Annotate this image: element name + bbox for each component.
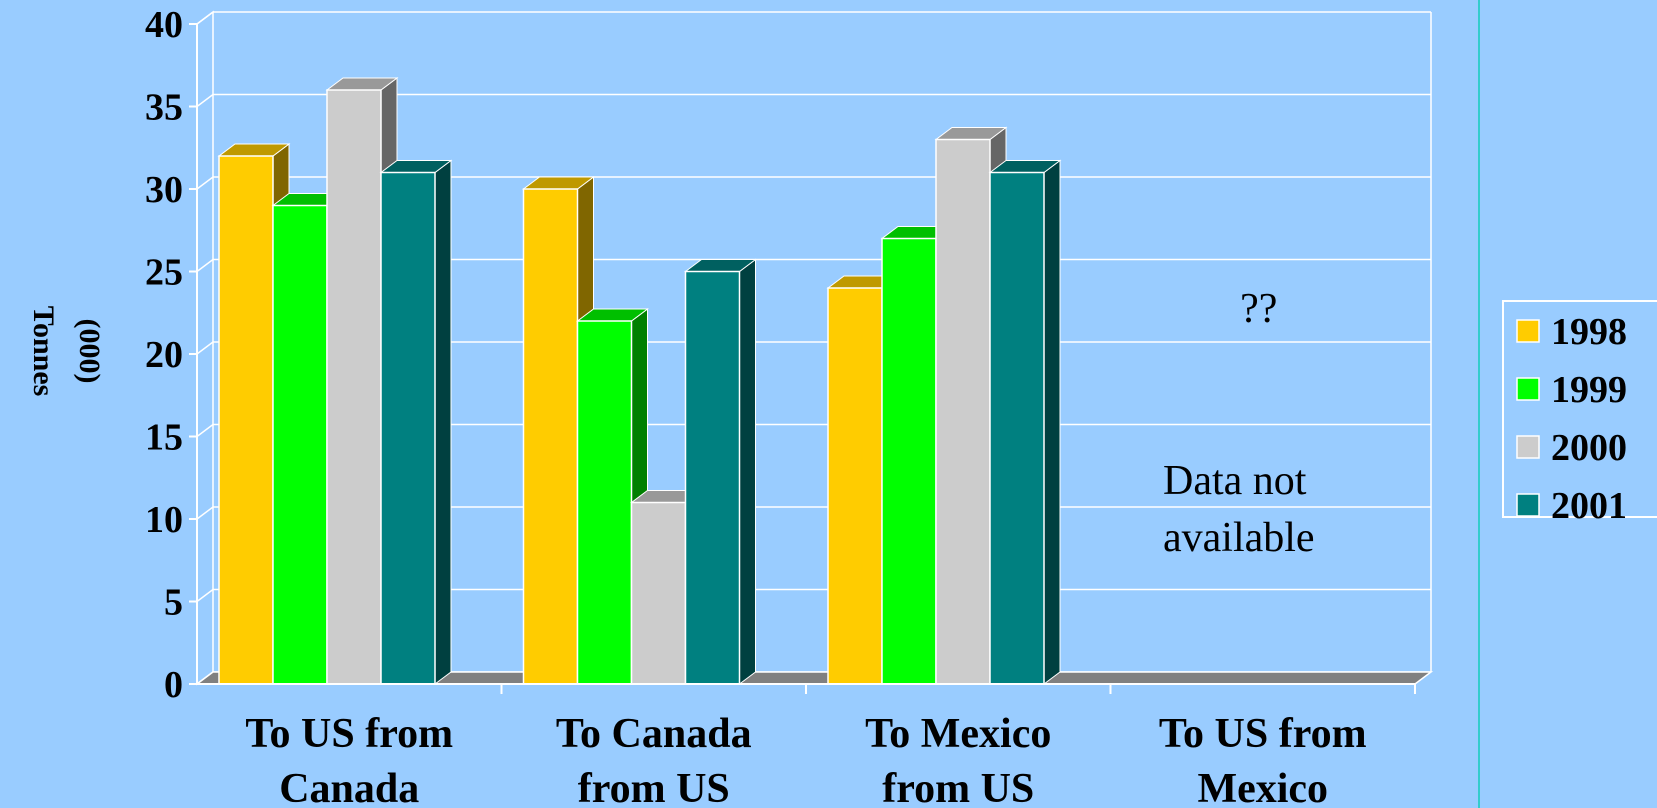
annotation-question: ?? [1240, 286, 1277, 332]
y-axis-label: (000) [73, 319, 106, 384]
legend-label-2000: 2000 [1551, 427, 1627, 469]
side-gridline [196, 93, 214, 108]
bar-front [881, 237, 937, 685]
y-tick-label: 15 [145, 417, 183, 459]
x-category-label: To Mexico [865, 711, 1051, 757]
side-gridline [196, 423, 214, 438]
bar-front [827, 287, 883, 685]
annotation-not-available: Data not [1163, 458, 1307, 504]
x-category-label: from US [882, 766, 1034, 808]
bar-front [989, 171, 1045, 685]
side-gridline [196, 176, 214, 190]
y-tick-label: 20 [145, 334, 183, 376]
bars [217, 77, 1062, 685]
legend-swatch-1999 [1516, 377, 1540, 401]
y-tick-label: 40 [145, 4, 183, 46]
bar-front [630, 501, 687, 685]
bar-2001-0 [379, 159, 453, 685]
legend-label-1998: 1998 [1551, 311, 1627, 353]
bar-side [434, 159, 452, 685]
bar-2001-2 [988, 159, 1062, 685]
y-tick-label: 30 [145, 169, 183, 211]
axes: 0 5 10 15 20 25 30 35 40 To US from Canada To Canad… [27, 4, 1416, 808]
bar-2001-1 [684, 258, 757, 685]
side-gridline [196, 11, 214, 25]
bar-side [1043, 159, 1061, 685]
side-gridline [196, 588, 214, 603]
x-category-label: To US from [1159, 711, 1367, 757]
bar-side [739, 258, 756, 685]
y-axis-label: Tonnes [27, 306, 60, 397]
x-category-label: Mexico [1197, 766, 1328, 808]
legend-label-2001: 2001 [1551, 485, 1627, 527]
legend-swatch-2001 [1516, 493, 1540, 517]
y-tick-label: 0 [164, 664, 183, 706]
x-category-label: from US [578, 766, 730, 808]
y-tick-label: 35 [145, 87, 183, 129]
bar-front [576, 320, 633, 685]
y-tick-label: 5 [164, 582, 183, 624]
x-category-label: Canada [279, 766, 419, 808]
y-tick-label: 10 [145, 499, 183, 541]
annotations: ?? Data not available [1163, 286, 1315, 561]
bar-front [522, 188, 579, 685]
bar-front [218, 155, 274, 685]
side-gridline [196, 506, 214, 520]
y-tick-label: 25 [145, 252, 183, 294]
side-gridline [196, 258, 214, 273]
bar-front [326, 89, 382, 685]
bar-front [935, 138, 991, 685]
x-category-label: To Canada [556, 711, 752, 757]
x-category-label: To US from [245, 711, 453, 757]
bar-1999-1 [576, 308, 649, 685]
legend-swatch-2000 [1516, 435, 1540, 459]
legend-swatch-1998 [1516, 319, 1540, 343]
side-gridline [196, 341, 214, 355]
bar-front [684, 270, 741, 685]
bar-front [272, 204, 328, 685]
annotation-not-available: available [1163, 515, 1315, 561]
legend: 1998 1999 2000 2001 [1502, 300, 1657, 527]
bar-front [380, 171, 436, 685]
legend-label-1999: 1999 [1551, 369, 1627, 411]
